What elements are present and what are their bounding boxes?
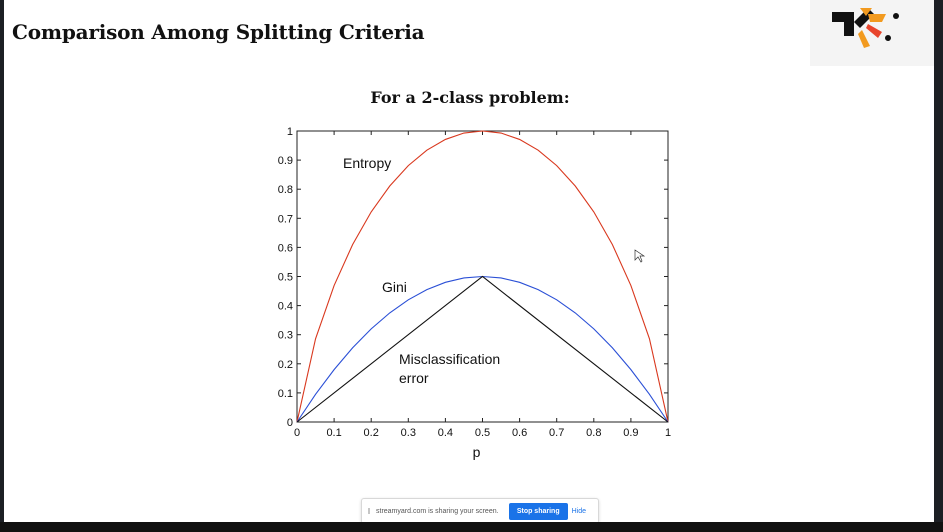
- x-tick-label: 0.1: [326, 427, 341, 439]
- share-status-text: streamyard.com is sharing your screen.: [376, 507, 499, 515]
- x-tick-label: 0.7: [549, 427, 564, 439]
- y-tick-label: 0: [287, 417, 293, 429]
- series-line-misclassification-error: [296, 275, 669, 423]
- x-tick-label: 0: [294, 427, 300, 439]
- y-tick-label: 0.9: [278, 155, 293, 167]
- hide-link[interactable]: Hide: [571, 507, 586, 515]
- slide: Comparison Among Splitting Criteria: [4, 0, 934, 522]
- x-tick-label: 0.4: [438, 427, 453, 439]
- slide-title: Comparison Among Splitting Criteria: [12, 20, 425, 44]
- screen-share-bar: ‖ streamyard.com is sharing your screen.…: [361, 498, 599, 524]
- x-tick-label: 0.5: [475, 427, 490, 439]
- drag-handle-icon[interactable]: ‖: [367, 506, 371, 516]
- misclassification-annotation: Misclassification: [399, 351, 500, 367]
- y-tick-label: 0.2: [278, 359, 293, 371]
- y-tick-label: 0.5: [278, 272, 293, 284]
- mouse-cursor-icon: [634, 249, 646, 263]
- y-tick-label: 0.7: [278, 213, 293, 225]
- x-tick-label: 0.2: [364, 427, 379, 439]
- x-tick-label: 1: [665, 427, 671, 439]
- x-tick-label: 0.6: [512, 427, 527, 439]
- y-tick-label: 0.4: [278, 301, 293, 313]
- logo: [810, 0, 934, 66]
- y-tick-label: 0.1: [278, 388, 293, 400]
- series-line-gini: [296, 275, 669, 423]
- gini-annotation: Gini: [382, 279, 407, 295]
- x-tick-label: 0.8: [586, 427, 601, 439]
- stop-sharing-button[interactable]: Stop sharing: [508, 502, 568, 520]
- y-tick-label: 1: [287, 126, 293, 138]
- y-tick-label: 0.8: [278, 184, 293, 196]
- slide-subtitle: For a 2-class problem:: [370, 88, 570, 107]
- x-tick-label: 0.3: [401, 427, 416, 439]
- entropy-annotation: Entropy: [343, 155, 391, 171]
- x-axis-label: p: [473, 444, 481, 460]
- x-tick-label: 0.9: [623, 427, 638, 439]
- brand-logo-icon: [832, 8, 899, 48]
- y-tick-label: 0.6: [278, 242, 293, 254]
- y-tick-label: 0.3: [278, 330, 293, 342]
- series-line-entropy: [296, 130, 669, 423]
- bottom-edge: [0, 522, 943, 532]
- error-annotation: error: [399, 370, 429, 386]
